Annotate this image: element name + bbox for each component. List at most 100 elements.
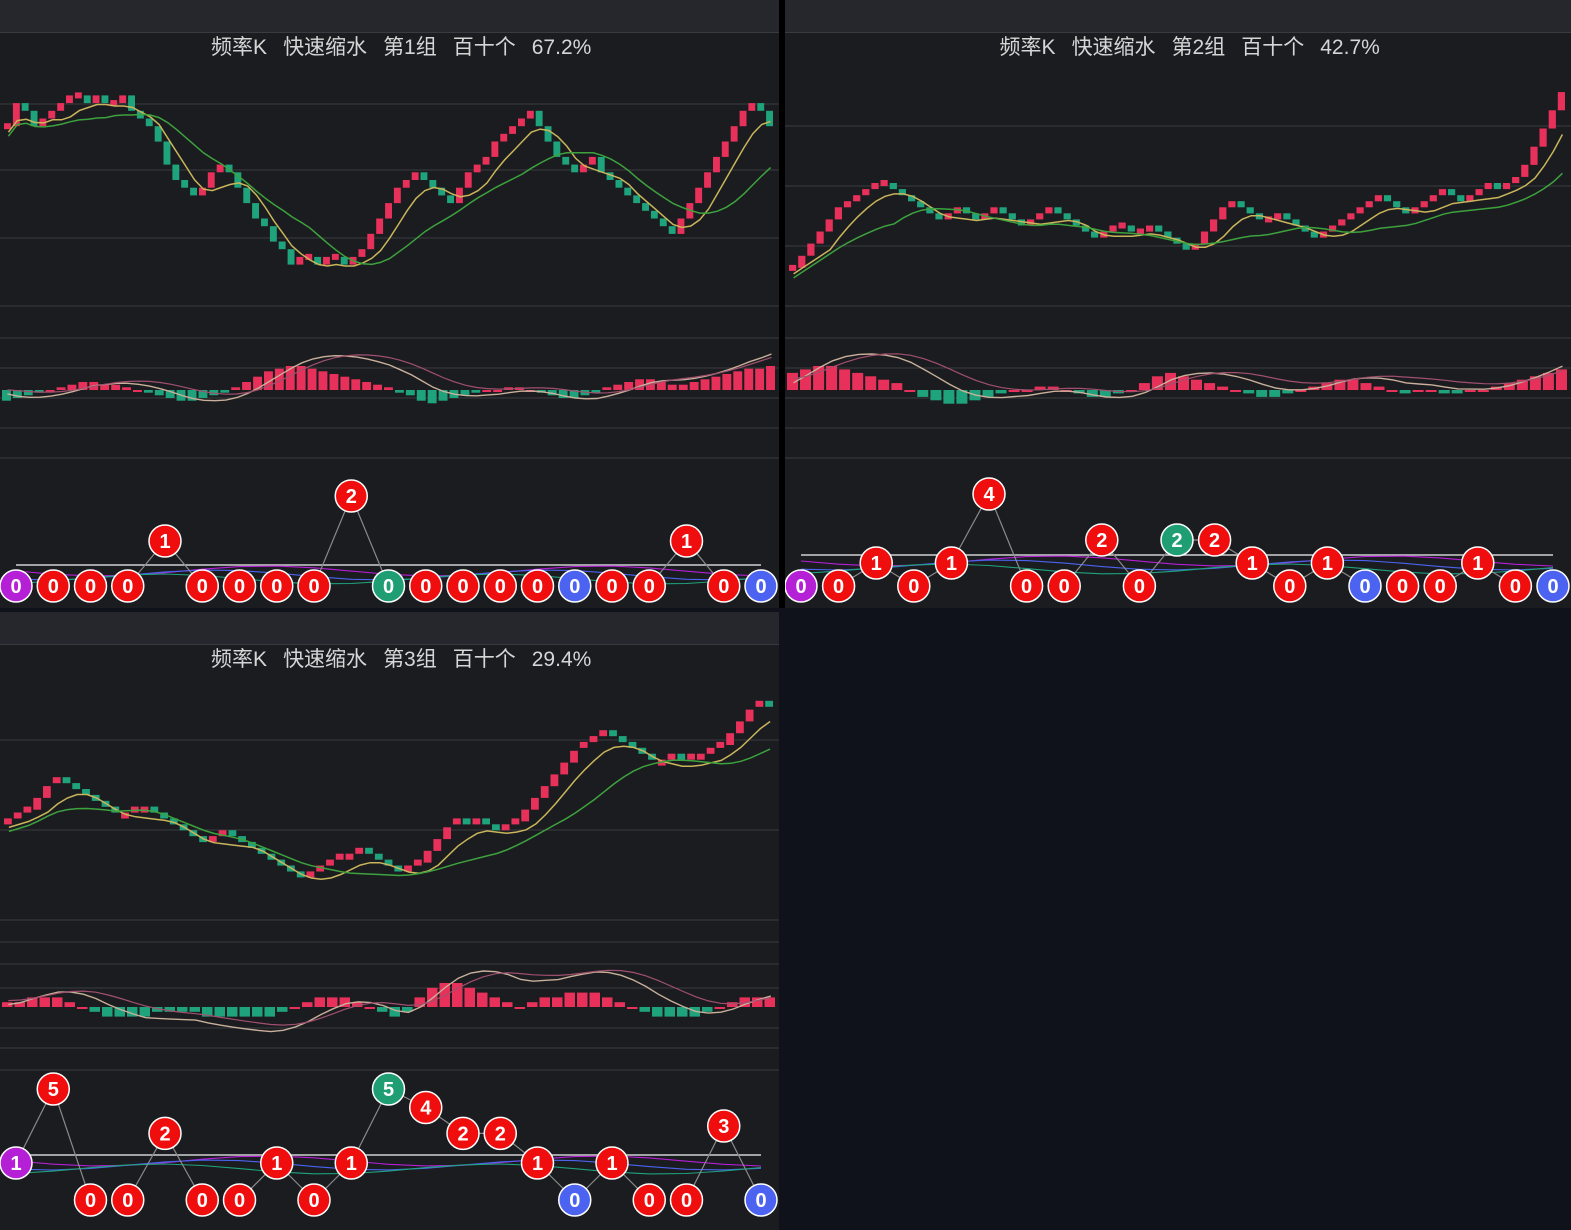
macd-bar bbox=[677, 1007, 688, 1017]
macd-bar bbox=[377, 1007, 388, 1012]
candle bbox=[1136, 228, 1144, 235]
panel-header: 频率K 快速缩水 第3组 百十个 29.4% bbox=[0, 612, 779, 671]
candle bbox=[825, 219, 833, 232]
candle bbox=[1063, 213, 1071, 220]
badge-circle bbox=[409, 1090, 443, 1125]
macd-bar bbox=[652, 1007, 663, 1017]
candle bbox=[491, 141, 499, 157]
candle bbox=[990, 207, 998, 214]
macd-bar bbox=[1191, 379, 1202, 390]
candle bbox=[1521, 164, 1529, 177]
badge-circle bbox=[520, 569, 555, 603]
macd-bar bbox=[1477, 390, 1489, 392]
badge-circle bbox=[859, 546, 893, 580]
badge-circle bbox=[595, 1146, 629, 1180]
candle bbox=[917, 201, 925, 208]
candle bbox=[1393, 201, 1401, 208]
candle bbox=[615, 180, 623, 188]
candle bbox=[589, 736, 598, 743]
mode-label: 快速缩水 bbox=[283, 36, 368, 59]
macd-bar bbox=[482, 390, 492, 392]
candle bbox=[633, 195, 641, 204]
macd-bar bbox=[689, 382, 699, 390]
digits-label: 百十个 bbox=[1241, 36, 1305, 59]
chart-panel-group-2[interactable]: 频率K 快速缩水 第2组 百十个 42.7% 0 0 1 0 1 4 0 0 2 0 2 2 1 0 1 0 0 0 1 0 0 bbox=[785, 0, 1571, 608]
macd-bar bbox=[214, 1007, 225, 1017]
candle bbox=[570, 750, 578, 763]
macd-bar bbox=[405, 390, 415, 396]
badge-circle bbox=[1423, 569, 1457, 603]
macd-bar bbox=[165, 390, 175, 398]
candle bbox=[130, 806, 139, 813]
badge-value: 4 bbox=[420, 1098, 432, 1120]
badge-circle bbox=[1197, 523, 1232, 557]
macd-bar bbox=[1138, 383, 1150, 390]
candle bbox=[1091, 231, 1099, 238]
macd-bar bbox=[727, 1002, 738, 1007]
macd-bar bbox=[438, 390, 448, 401]
badge-value: 0 bbox=[1435, 576, 1446, 598]
macd-bar bbox=[917, 390, 929, 397]
macd-bar bbox=[514, 1007, 525, 1009]
macd-bar bbox=[602, 387, 612, 390]
chart-panel-group-1[interactable]: 频率K 快速缩水 第1组 百十个 67.2% 0 0 0 0 1 0 0 0 0 2 0 0 0 0 0 0 0 0 1 0 0 bbox=[0, 0, 779, 608]
badge-value: 0 bbox=[495, 576, 506, 598]
macd-bar bbox=[956, 390, 968, 404]
macd-bar bbox=[839, 369, 851, 390]
candle bbox=[393, 187, 401, 204]
group-label: 第1组 bbox=[383, 36, 437, 59]
macd-bar bbox=[766, 366, 775, 390]
candle bbox=[216, 164, 224, 173]
candle bbox=[748, 103, 756, 111]
candle bbox=[423, 850, 432, 863]
badge-circle bbox=[595, 569, 629, 603]
candle bbox=[798, 255, 806, 268]
macd-bar bbox=[1373, 386, 1385, 390]
candle bbox=[365, 847, 373, 854]
badge-circle bbox=[558, 1183, 592, 1217]
candle bbox=[687, 753, 695, 760]
candle bbox=[755, 700, 764, 707]
badge-value: 1 bbox=[946, 553, 957, 575]
candle bbox=[1228, 201, 1236, 208]
candle bbox=[1530, 146, 1538, 165]
badge-circle bbox=[222, 1183, 257, 1217]
candle bbox=[296, 256, 304, 265]
chart-panel-group-3[interactable]: 频率K 快速缩水 第3组 百十个 29.4% 1 5 0 0 2 0 0 1 0 1 5 4 2 2 1 0 1 0 0 3 0 bbox=[0, 612, 779, 1230]
candle bbox=[331, 253, 339, 260]
badge-circle bbox=[148, 524, 182, 558]
macd-bar bbox=[339, 997, 350, 1007]
macd-bar bbox=[133, 390, 142, 392]
panel-header: 频率K 快速缩水 第2组 百十个 42.7% bbox=[785, 0, 1571, 59]
candle bbox=[599, 730, 608, 737]
candle bbox=[509, 126, 516, 134]
badge-circle bbox=[297, 569, 331, 603]
macd-bar bbox=[1503, 383, 1515, 390]
candle bbox=[404, 865, 412, 872]
badge-value: 0 bbox=[383, 576, 394, 598]
candle bbox=[1109, 225, 1117, 232]
macd-bar bbox=[143, 390, 153, 393]
macd-bar bbox=[264, 371, 273, 390]
badge-value: 1 bbox=[606, 1153, 617, 1175]
macd-bar bbox=[627, 1007, 638, 1009]
macd-bar bbox=[327, 997, 338, 1007]
candle bbox=[628, 741, 637, 748]
candle bbox=[704, 172, 711, 188]
badge-circle bbox=[260, 569, 294, 603]
macd-bar bbox=[452, 983, 463, 1007]
badge-circle bbox=[185, 569, 219, 603]
candle bbox=[521, 809, 530, 822]
ma-long-line bbox=[793, 172, 1563, 279]
candle bbox=[1246, 207, 1254, 214]
macd-bar bbox=[264, 1007, 275, 1017]
badge-value: 0 bbox=[85, 576, 96, 598]
macd-bar bbox=[139, 1007, 150, 1017]
candle bbox=[1402, 207, 1410, 214]
candle bbox=[862, 189, 870, 196]
badge-value: 0 bbox=[1059, 576, 1070, 598]
candle bbox=[374, 853, 383, 860]
candle bbox=[745, 709, 754, 722]
badge-circle bbox=[744, 569, 778, 603]
candle bbox=[597, 156, 605, 173]
